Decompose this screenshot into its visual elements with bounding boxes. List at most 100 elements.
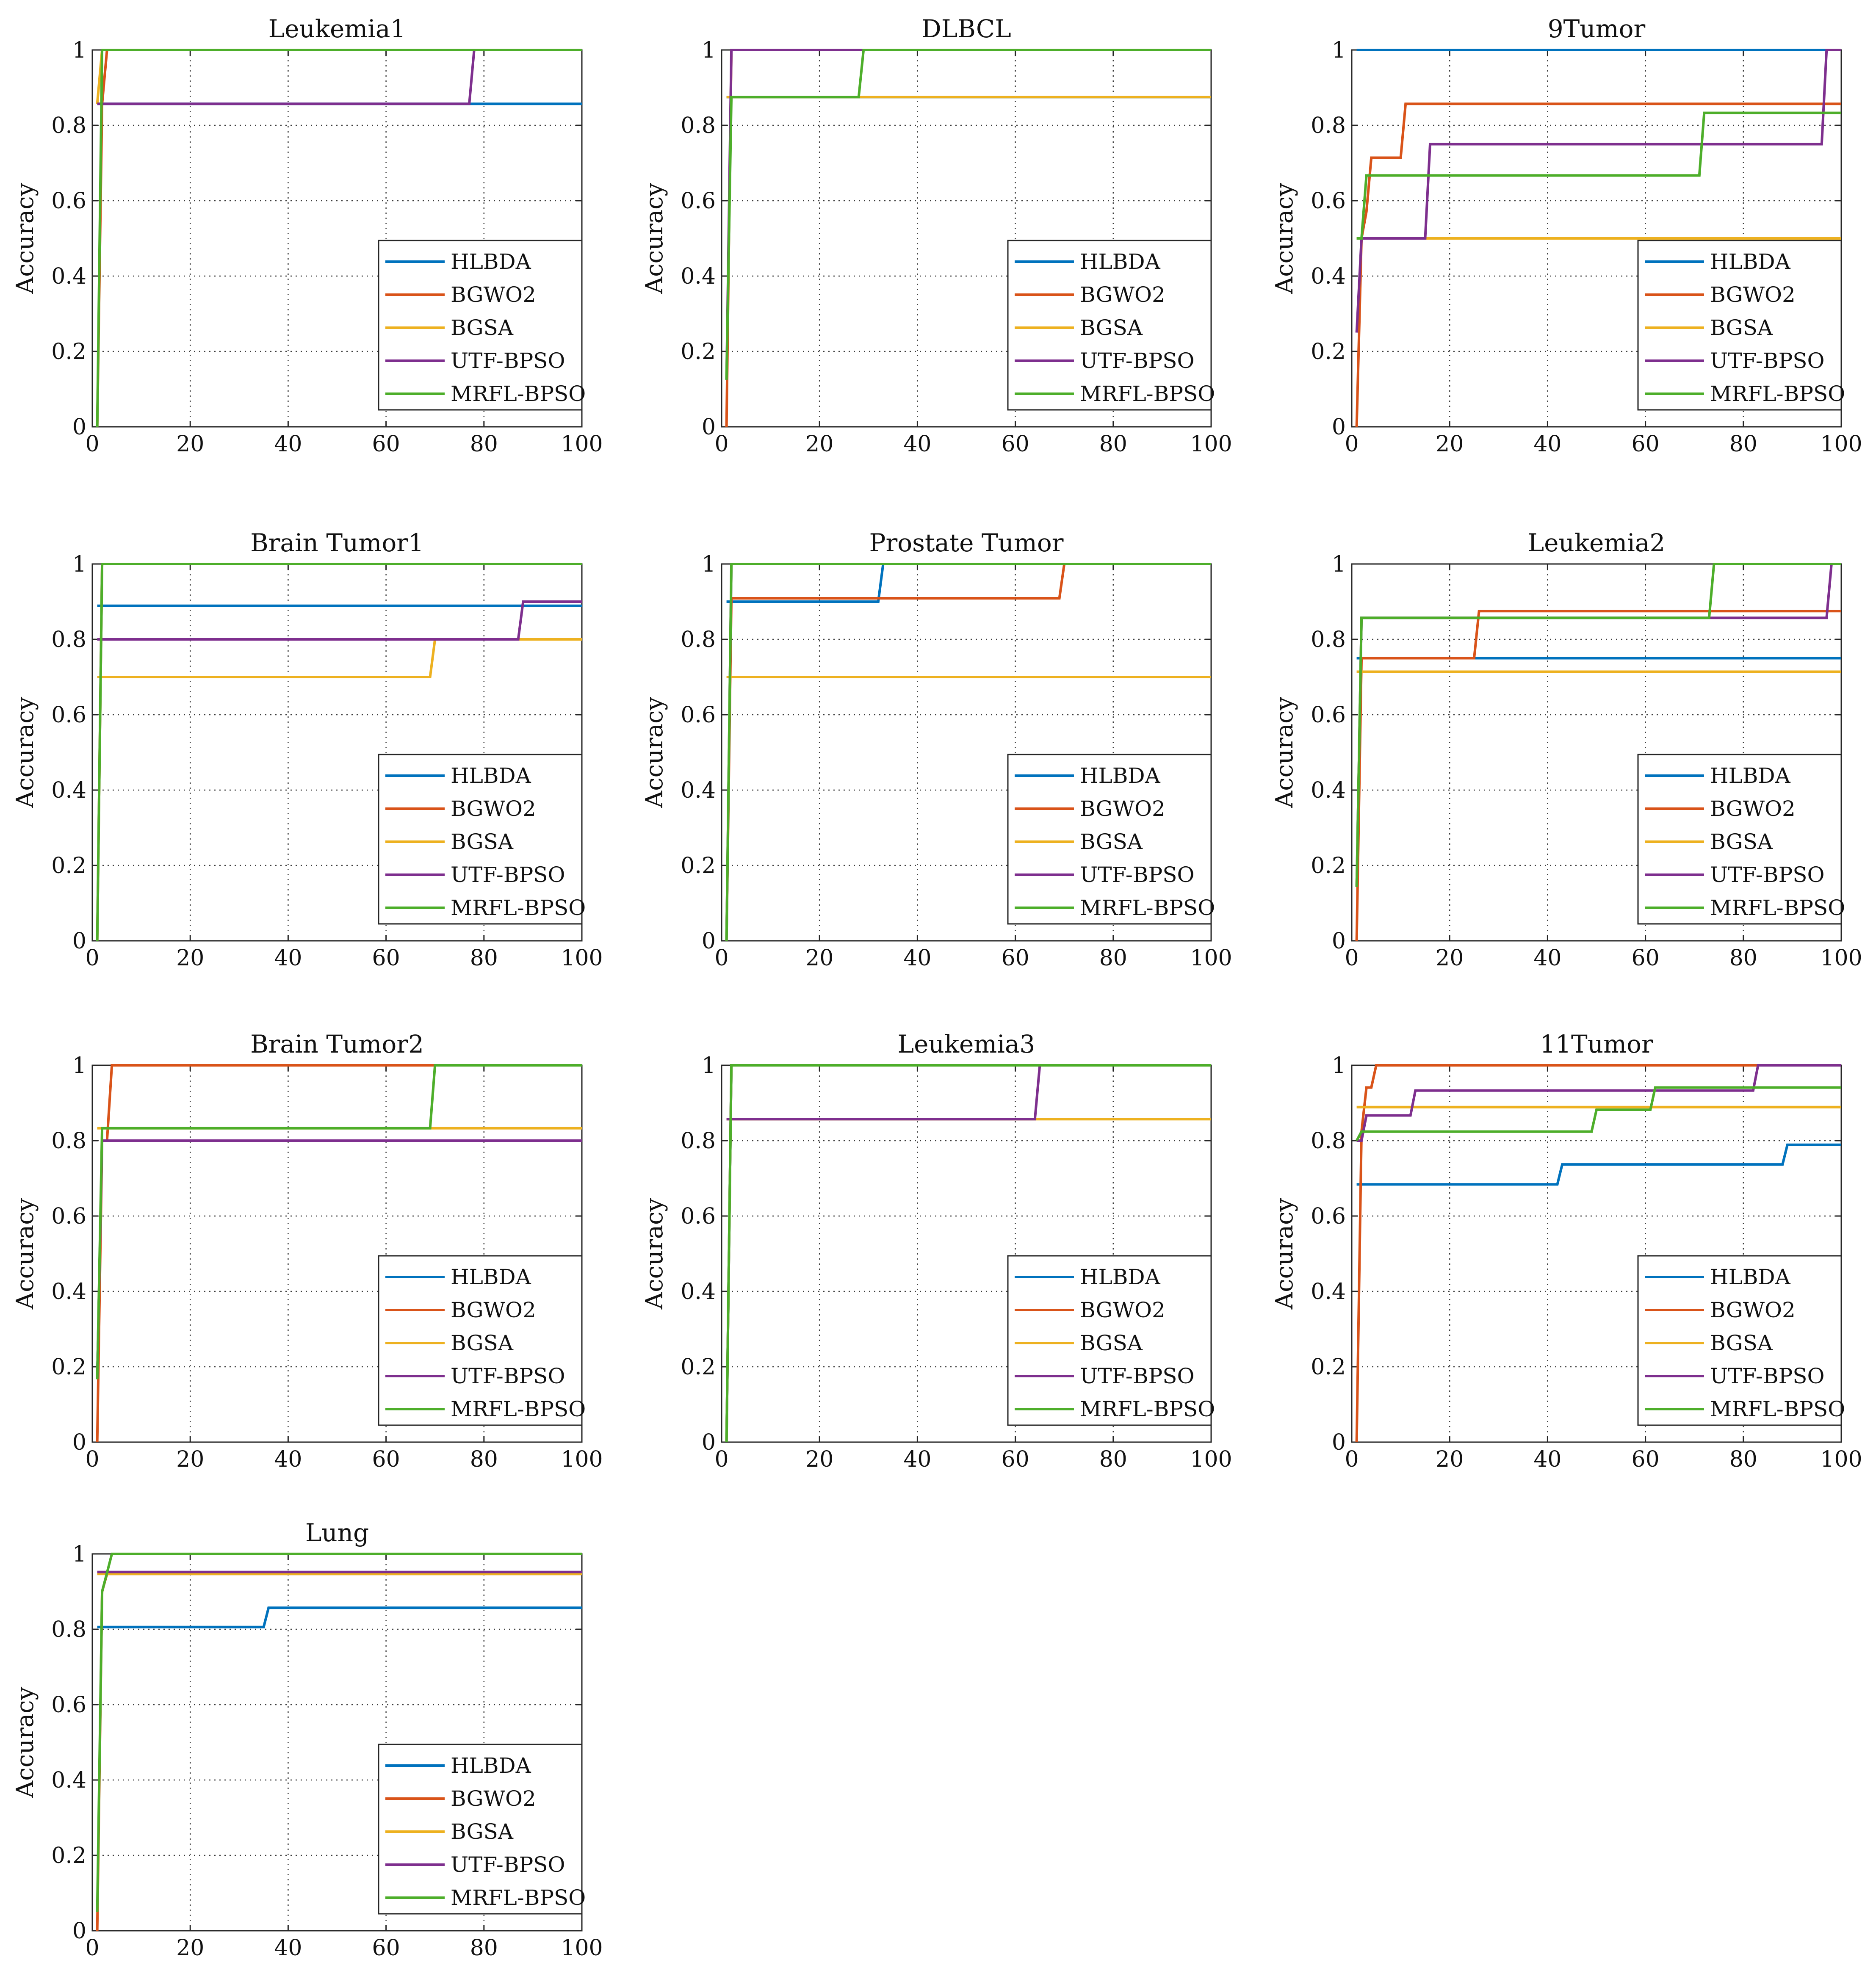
plot-frame [91, 563, 583, 942]
x-tick-label: 20 [1436, 431, 1464, 457]
legend: HLBDA BGWO2 BGSA UTF-BPSO MRFL-BPSO [378, 1744, 586, 1915]
legend-box [1637, 240, 1842, 411]
x-tick-label: 100 [1820, 431, 1862, 457]
y-tick-label: 0.4 [1311, 778, 1346, 803]
legend-label-hlbda: HLBDA [451, 1753, 531, 1778]
y-tick-label: 0 [1332, 1430, 1346, 1455]
y-tick-label: 0 [72, 415, 86, 440]
legend-label-bgwo2: BGWO2 [1080, 282, 1165, 307]
panel-leukemia3: 0 20 40 60 80 100 0 0.2 0.4 0.6 0.8 1 Leukemia3 Accur… [641, 1030, 1232, 1472]
y-axis-label: Accuracy [11, 1686, 39, 1798]
y-tick-label: 0.2 [51, 1843, 86, 1868]
legend-label-mrfl-bpso: MRFL-BPSO [451, 1885, 586, 1910]
legend-box [378, 754, 583, 925]
x-tick-label: 20 [176, 431, 204, 457]
legend-label-mrfl-bpso: MRFL-BPSO [1080, 1397, 1215, 1421]
legend: HLBDA BGWO2 BGSA UTF-BPSO MRFL-BPSO [1007, 240, 1215, 411]
x-tick-label: 0 [1345, 1447, 1359, 1472]
y-tick-label: 0.8 [1311, 113, 1346, 138]
x-tick-label: 80 [1729, 1447, 1757, 1472]
y-tick-label: 0.4 [681, 1279, 716, 1305]
legend-label-hlbda: HLBDA [1080, 249, 1161, 274]
x-tick-label: 60 [1632, 431, 1660, 457]
legend-box [1637, 754, 1842, 925]
legend-label-utf-bpso: UTF-BPSO [1710, 1364, 1824, 1388]
y-tick-label: 0.2 [681, 339, 716, 365]
legend-label-utf-bpso: UTF-BPSO [1080, 862, 1194, 887]
panel-lung: 0 20 40 60 80 100 0 0.2 0.4 0.6 0.8 1 Lung Accuracy HL… [11, 1518, 603, 1961]
x-tick-label: 60 [372, 1447, 400, 1472]
y-tick-label: 0 [702, 929, 716, 954]
panel-brain-tumor2: 0 20 40 60 80 100 0 0.2 0.4 0.6 0.8 1 Brain Tumor2 Ac… [11, 1030, 603, 1472]
series-group [1355, 1064, 1841, 1443]
legend-label-utf-bpso: UTF-BPSO [451, 862, 565, 887]
series-group [96, 563, 582, 941]
legend-label-utf-bpso: UTF-BPSO [451, 1364, 565, 1388]
panel-11tumor: 0 20 40 60 80 100 0 0.2 0.4 0.6 0.8 1 11Tumor Accurac… [1271, 1030, 1862, 1472]
legend: HLBDA BGWO2 BGSA UTF-BPSO MRFL-BPSO [1637, 240, 1845, 411]
y-tick-label: 0.8 [681, 1128, 716, 1154]
legend-label-utf-bpso: UTF-BPSO [1080, 348, 1194, 373]
legend-label-bgwo2: BGWO2 [1080, 1298, 1165, 1322]
chart-title: DLBCL [921, 14, 1011, 43]
x-tick-label: 60 [1632, 945, 1660, 971]
legend-label-bgwo2: BGWO2 [1710, 796, 1796, 821]
legend-label-mrfl-bpso: MRFL-BPSO [451, 1397, 586, 1421]
legend-label-mrfl-bpso: MRFL-BPSO [451, 896, 586, 920]
x-tick-label: 60 [1632, 1447, 1660, 1472]
y-tick-label: 1 [702, 1053, 716, 1078]
x-tick-label: 0 [714, 945, 728, 971]
y-tick-label: 0.4 [1311, 1279, 1346, 1305]
panel-9tumor: 0 20 40 60 80 100 0 0.2 0.4 0.6 0.8 1 9Tumor Accuracy… [1271, 14, 1862, 457]
series-line-hlbda [1356, 1143, 1841, 1186]
x-tick-label: 40 [274, 1447, 302, 1472]
series-group [725, 1064, 1211, 1443]
legend-label-hlbda: HLBDA [1710, 1265, 1791, 1289]
legend-box [1007, 754, 1212, 925]
x-tick-label: 0 [1345, 945, 1359, 971]
x-tick-label: 40 [1533, 945, 1561, 971]
series-line-utf-bpso [97, 600, 582, 641]
y-axis-label: Accuracy [11, 182, 39, 294]
y-tick-label: 0.4 [51, 264, 86, 289]
y-tick-label: 1 [72, 1542, 86, 1567]
x-tick-label: 80 [470, 431, 498, 457]
y-tick-label: 1 [72, 1053, 86, 1078]
y-tick-label: 0.4 [51, 1768, 86, 1793]
x-tick-label: 80 [1099, 431, 1127, 457]
y-tick-label: 0.8 [51, 113, 86, 138]
legend: HLBDA BGWO2 BGSA UTF-BPSO MRFL-BPSO [1007, 754, 1215, 925]
series-group [1355, 49, 1841, 427]
x-tick-label: 20 [805, 431, 833, 457]
y-tick-label: 0 [1332, 929, 1346, 954]
x-tick-label: 100 [561, 1935, 603, 1961]
x-tick-label: 80 [1729, 431, 1757, 457]
y-axis-label: Accuracy [641, 1198, 668, 1310]
x-tick-label: 0 [85, 945, 99, 971]
x-tick-label: 60 [1002, 1447, 1029, 1472]
y-axis-label: Accuracy [1271, 1198, 1298, 1310]
series-line-mrfl-bpso [1356, 111, 1841, 240]
y-tick-label: 0.2 [1311, 339, 1346, 365]
legend-box [1007, 1255, 1212, 1426]
x-tick-label: 100 [1190, 431, 1232, 457]
series-line-mrfl-bpso [96, 1553, 582, 1912]
y-tick-label: 0.6 [681, 1204, 716, 1229]
x-tick-label: 60 [1002, 945, 1029, 971]
x-tick-label: 40 [1533, 431, 1561, 457]
legend-label-hlbda: HLBDA [451, 1265, 531, 1289]
y-axis-label: Accuracy [11, 1198, 39, 1310]
x-tick-label: 100 [561, 945, 603, 971]
legend-label-utf-bpso: UTF-BPSO [1710, 862, 1824, 887]
chart-title: 11Tumor [1540, 1030, 1653, 1059]
legend-box [1007, 240, 1212, 411]
y-tick-label: 0.6 [51, 1204, 86, 1229]
legend-label-utf-bpso: UTF-BPSO [1080, 1364, 1194, 1388]
series-line-mrfl-bpso [1355, 563, 1841, 887]
legend-label-utf-bpso: UTF-BPSO [451, 1852, 565, 1877]
legend-label-mrfl-bpso: MRFL-BPSO [1080, 381, 1215, 406]
y-tick-label: 0.6 [681, 702, 716, 728]
chart-title: Leukemia2 [1528, 528, 1666, 557]
panel-leukemia1: 0 20 40 60 80 100 0 0.2 0.4 0.6 0.8 1 Leukemia1 Accur… [11, 14, 603, 457]
legend-label-bgwo2: BGWO2 [451, 796, 536, 821]
